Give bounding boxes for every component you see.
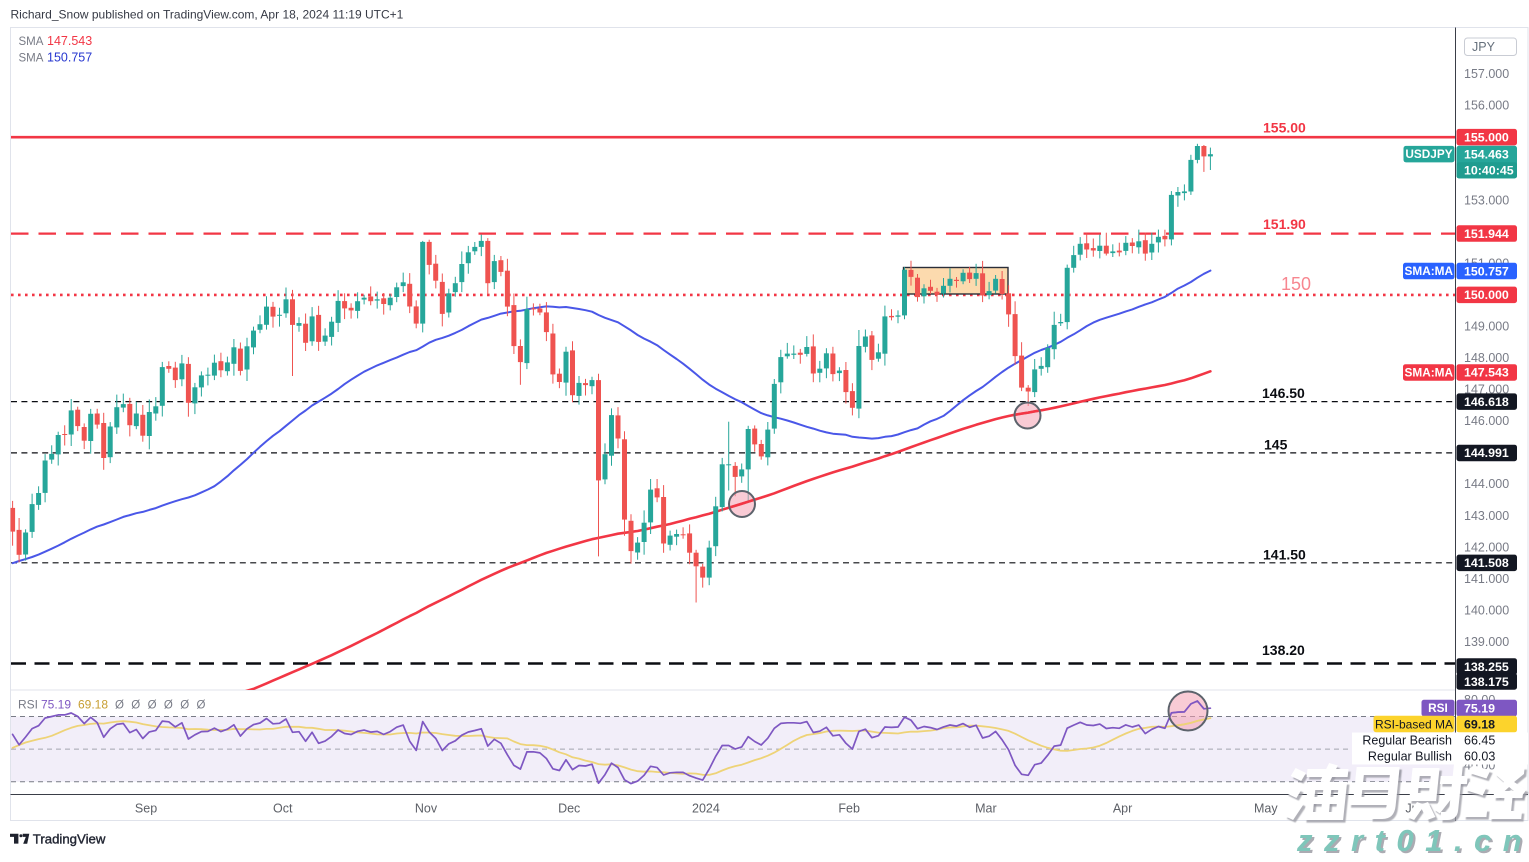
svg-text:147.000: 147.000 xyxy=(1464,383,1509,397)
svg-text:150: 150 xyxy=(1281,274,1311,294)
svg-text:Feb: Feb xyxy=(838,802,860,816)
svg-text:150.757: 150.757 xyxy=(47,51,92,65)
svg-text:138.175: 138.175 xyxy=(1464,675,1509,689)
svg-text:Dec: Dec xyxy=(558,802,580,816)
svg-text:Ø: Ø xyxy=(164,700,173,712)
svg-text:SMA:MA: SMA:MA xyxy=(1405,366,1454,380)
svg-text:146.618: 146.618 xyxy=(1464,395,1509,409)
svg-text:zzrt01.cn: zzrt01.cn xyxy=(1298,825,1529,857)
svg-text:151.90: 151.90 xyxy=(1263,216,1306,232)
svg-text:Oct: Oct xyxy=(273,802,293,816)
svg-text:RSI-based MA: RSI-based MA xyxy=(1375,717,1453,731)
svg-text:75.19: 75.19 xyxy=(41,698,71,712)
svg-text:142.000: 142.000 xyxy=(1464,540,1509,554)
svg-text:150.000: 150.000 xyxy=(1464,288,1509,302)
svg-text:JPY: JPY xyxy=(1472,40,1496,54)
svg-text:146.000: 146.000 xyxy=(1464,414,1509,428)
svg-text:153.000: 153.000 xyxy=(1464,193,1509,207)
svg-text:66.45: 66.45 xyxy=(1464,734,1495,748)
svg-text:Mar: Mar xyxy=(975,802,997,816)
svg-text:Ø: Ø xyxy=(131,700,140,712)
svg-text:Regular Bullish: Regular Bullish xyxy=(1368,750,1452,764)
svg-text:RSI: RSI xyxy=(18,698,38,712)
svg-text:Apr: Apr xyxy=(1113,802,1132,816)
svg-text:141.508: 141.508 xyxy=(1464,556,1509,570)
svg-text:Ø: Ø xyxy=(115,700,124,712)
svg-text:155.00: 155.00 xyxy=(1263,120,1306,136)
svg-text:139.000: 139.000 xyxy=(1464,635,1509,649)
svg-text:151.944: 151.944 xyxy=(1464,227,1509,241)
svg-text:2024: 2024 xyxy=(692,802,720,816)
svg-text:147.543: 147.543 xyxy=(1464,366,1509,380)
svg-text:TradingView: TradingView xyxy=(33,832,106,847)
svg-text:Regular Bearish: Regular Bearish xyxy=(1362,734,1452,748)
svg-text:Richard_Snow published on Trad: Richard_Snow published on TradingView.co… xyxy=(11,8,404,22)
svg-text:155.000: 155.000 xyxy=(1464,130,1509,144)
svg-text:145: 145 xyxy=(1264,436,1288,452)
svg-text:SMA: SMA xyxy=(19,36,44,48)
svg-text:SMA:MA: SMA:MA xyxy=(1405,264,1454,278)
svg-text:SMA: SMA xyxy=(19,53,44,65)
svg-text:69.18: 69.18 xyxy=(1464,717,1495,731)
svg-text:156.000: 156.000 xyxy=(1464,99,1509,113)
svg-text:60.03: 60.03 xyxy=(1464,750,1495,764)
svg-text:Ø: Ø xyxy=(197,700,206,712)
svg-text:144.000: 144.000 xyxy=(1464,477,1509,491)
svg-text:149.000: 149.000 xyxy=(1464,319,1509,333)
svg-text:USDJPY: USDJPY xyxy=(1405,147,1452,161)
svg-text:141.50: 141.50 xyxy=(1263,546,1306,562)
svg-text:138.255: 138.255 xyxy=(1464,660,1509,674)
svg-text:Sep: Sep xyxy=(135,802,157,816)
svg-text:Nov: Nov xyxy=(415,802,438,816)
svg-text:141.000: 141.000 xyxy=(1464,572,1509,586)
svg-text:147.543: 147.543 xyxy=(47,34,92,48)
svg-text:10:40:45: 10:40:45 xyxy=(1464,163,1514,177)
svg-text:143.000: 143.000 xyxy=(1464,509,1509,523)
svg-text:150.757: 150.757 xyxy=(1464,264,1509,278)
svg-text:Ø: Ø xyxy=(180,700,189,712)
svg-text:zzrt01.cn: zzrt01.cn xyxy=(1296,823,1529,857)
svg-text:154.463: 154.463 xyxy=(1464,147,1509,161)
svg-text:148.000: 148.000 xyxy=(1464,351,1509,365)
svg-text:75.19: 75.19 xyxy=(1464,701,1495,715)
svg-text:RSI: RSI xyxy=(1428,701,1448,715)
svg-text:69.18: 69.18 xyxy=(78,698,108,712)
svg-text:138.20: 138.20 xyxy=(1262,642,1305,658)
svg-text:140.000: 140.000 xyxy=(1464,603,1509,617)
svg-text:157.000: 157.000 xyxy=(1464,67,1509,81)
svg-text:May: May xyxy=(1254,802,1278,816)
svg-text:144.991: 144.991 xyxy=(1464,446,1509,460)
svg-text:Ø: Ø xyxy=(148,700,157,712)
svg-text:146.50: 146.50 xyxy=(1262,385,1305,401)
